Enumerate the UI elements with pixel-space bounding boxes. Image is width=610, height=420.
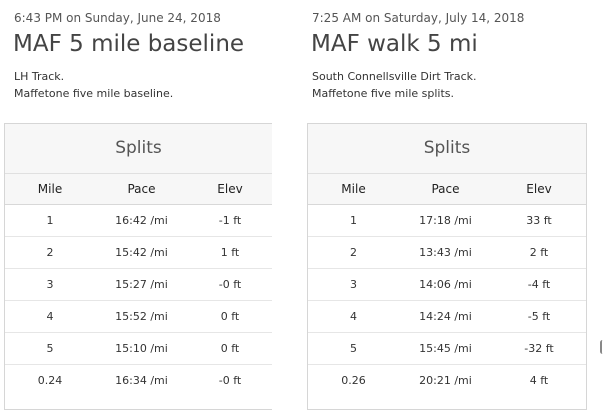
activity-timestamp: 7:25 AM on Saturday, July 14, 2018 [312, 11, 525, 25]
activity-description: LH Track. Maffetone five mile baseline. [14, 68, 173, 102]
cell-elev: -4 ft [527, 278, 551, 291]
table-row: 4 15:52 /mi 0 ft [5, 301, 272, 333]
cell-pace: 14:24 /mi [419, 310, 472, 323]
cell-pace: 17:18 /mi [419, 214, 472, 227]
splits-table: Splits Mile Pace Elev 1 16:42 /mi -1 ft … [4, 123, 272, 410]
table-row: 2 15:42 /mi 1 ft [5, 237, 272, 269]
column-header-elev: Elev [217, 182, 243, 196]
table-row: 1 16:42 /mi -1 ft [5, 205, 272, 237]
description-line: LH Track. [14, 70, 65, 83]
activity-description: South Connellsville Dirt Track. Maffeton… [312, 68, 477, 102]
cell-elev: 1 ft [220, 246, 240, 259]
column-header-pace: Pace [431, 182, 460, 196]
table-row: 3 15:27 /mi -0 ft [5, 269, 272, 301]
description-line: Maffetone five mile baseline. [14, 87, 174, 100]
column-header-pace: Pace [127, 182, 156, 196]
column-header-elev: Elev [526, 182, 552, 196]
cell-mile: 5 [46, 342, 54, 355]
cell-elev: 0 ft [220, 310, 240, 323]
cell-pace: 15:52 /mi [115, 310, 168, 323]
description-line: South Connellsville Dirt Track. [312, 70, 477, 83]
cell-mile: 1 [46, 214, 54, 227]
cell-pace: 15:27 /mi [115, 278, 168, 291]
cell-mile: 0.26 [341, 374, 366, 387]
splits-column-headers: Mile Pace Elev [308, 174, 586, 205]
cell-mile: 4 [350, 310, 357, 323]
cell-mile: 1 [350, 214, 357, 227]
cell-elev: -0 ft [218, 374, 242, 387]
activity-title[interactable]: MAF walk 5 mi [311, 31, 478, 57]
cell-pace: 16:34 /mi [115, 374, 168, 387]
cell-elev: -32 ft [524, 342, 554, 355]
splits-column-headers: Mile Pace Elev [5, 174, 272, 205]
cell-pace: 14:06 /mi [419, 278, 472, 291]
cell-mile: 2 [46, 246, 54, 259]
cell-mile: 4 [46, 310, 54, 323]
table-row: 5 15:10 /mi 0 ft [5, 333, 272, 365]
cell-elev: 33 ft [526, 214, 552, 227]
cell-pace: 15:45 /mi [419, 342, 472, 355]
table-row: 3 14:06 /mi -4 ft [308, 269, 586, 301]
cell-elev: 2 ft [529, 246, 549, 259]
column-header-mile: Mile [37, 182, 63, 196]
cell-pace: 15:42 /mi [115, 246, 168, 259]
cell-pace: 13:43 /mi [419, 246, 472, 259]
cell-mile: 3 [350, 278, 357, 291]
table-row: 2 13:43 /mi 2 ft [308, 237, 586, 269]
cell-pace: 20:21 /mi [419, 374, 472, 387]
table-row: 5 15:45 /mi -32 ft [308, 333, 586, 365]
cell-elev: -1 ft [218, 214, 242, 227]
cell-elev: 4 ft [529, 374, 549, 387]
scroll-edge-indicator [600, 340, 605, 354]
activity-title[interactable]: MAF 5 mile baseline [13, 31, 245, 57]
cell-elev: 0 ft [220, 342, 240, 355]
splits-table: Splits Mile Pace Elev 1 17:18 /mi 33 ft … [307, 123, 587, 410]
cell-mile: 0.24 [37, 374, 63, 387]
splits-heading: Splits [5, 124, 272, 174]
cell-elev: -5 ft [527, 310, 551, 323]
cell-elev: -0 ft [218, 278, 242, 291]
splits-heading: Splits [308, 124, 586, 174]
cell-pace: 15:10 /mi [115, 342, 168, 355]
cell-mile: 2 [350, 246, 357, 259]
activity-timestamp: 6:43 PM on Sunday, June 24, 2018 [14, 11, 221, 25]
cell-mile: 5 [350, 342, 357, 355]
column-header-mile: Mile [341, 182, 366, 196]
description-line: Maffetone five mile splits. [312, 87, 455, 100]
table-row: 0.24 16:34 /mi -0 ft [5, 365, 272, 396]
table-row: 1 17:18 /mi 33 ft [308, 205, 586, 237]
cell-mile: 3 [46, 278, 54, 291]
table-row: 0.26 20:21 /mi 4 ft [308, 365, 586, 396]
page-bottom-edge [0, 412, 610, 420]
table-row: 4 14:24 /mi -5 ft [308, 301, 586, 333]
cell-pace: 16:42 /mi [115, 214, 168, 227]
